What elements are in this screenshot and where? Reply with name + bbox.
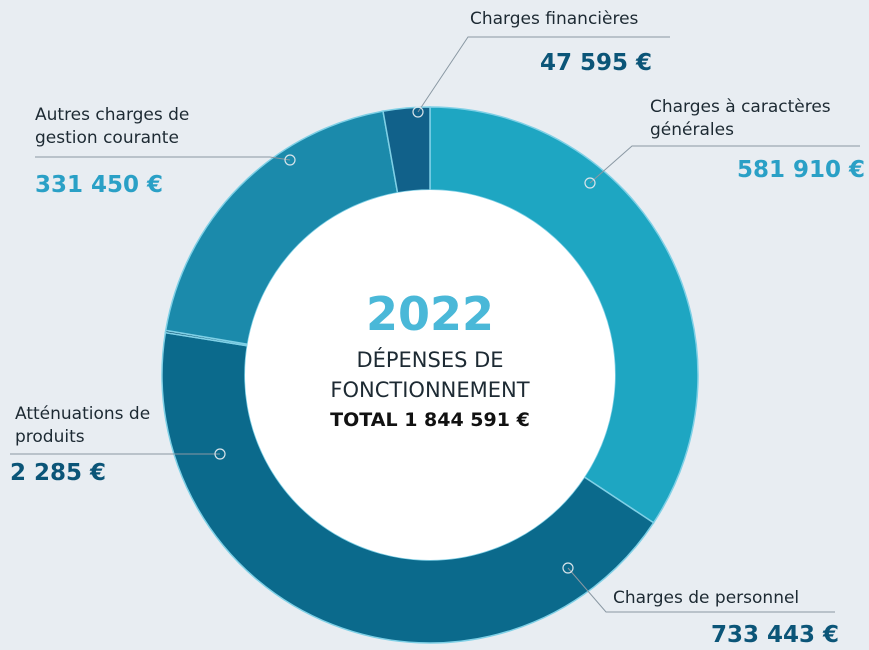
- center-title: 2022: [366, 287, 494, 341]
- leader-dot: [284, 154, 296, 166]
- category-label: Charges à caractères générales: [650, 97, 831, 140]
- value-label: 581 910 €: [736, 157, 865, 183]
- leader-dot: [412, 106, 424, 118]
- leader-line: [567, 567, 835, 613]
- leader-line: [589, 145, 860, 184]
- category-label: Autres charges de gestion courante: [35, 105, 190, 148]
- leaders: [10, 36, 860, 613]
- value-label: 2 285 €: [10, 460, 107, 486]
- center-line: DÉPENSES DE: [356, 347, 503, 372]
- segments: [161, 106, 699, 644]
- leader-dot: [584, 177, 596, 189]
- center-total: TOTAL 1 844 591 €: [330, 409, 530, 431]
- leader-dot: [562, 562, 574, 574]
- leader-line: [417, 36, 670, 113]
- leader-dot: [214, 448, 226, 460]
- category-label: Charges de personnel: [613, 588, 800, 608]
- leader-line: [35, 156, 291, 161]
- value-label: 47 595 €: [540, 50, 653, 76]
- center-line: FONCTIONNEMENT: [330, 378, 529, 402]
- donut-hole: [245, 190, 615, 560]
- category-label: Atténuations de produits: [15, 404, 151, 447]
- value-label: 733 443 €: [710, 622, 839, 648]
- value-label: 331 450 €: [35, 172, 164, 198]
- category-label: Charges financières: [470, 9, 639, 29]
